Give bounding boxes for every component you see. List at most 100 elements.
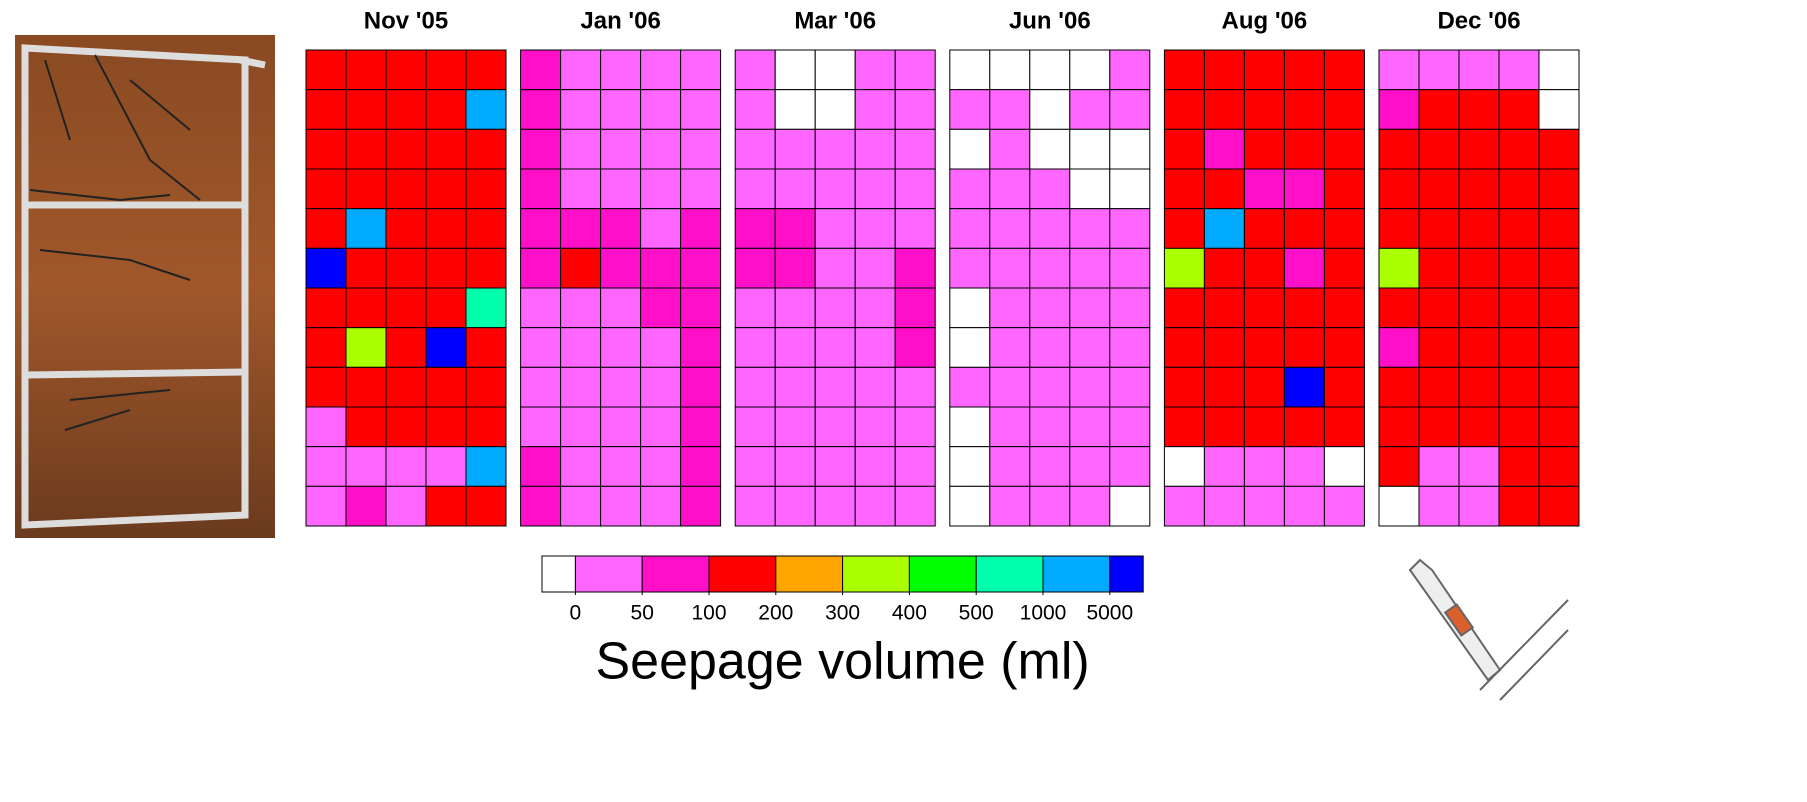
cell xyxy=(855,248,895,288)
cell xyxy=(1164,169,1204,209)
cell xyxy=(601,328,641,368)
cell xyxy=(561,288,601,328)
cell xyxy=(1284,248,1324,288)
cell xyxy=(1110,367,1150,407)
cell xyxy=(306,486,346,526)
cell xyxy=(386,129,426,169)
cell xyxy=(346,248,386,288)
cell xyxy=(1419,209,1459,249)
cell xyxy=(1499,328,1539,368)
cell xyxy=(561,129,601,169)
cell xyxy=(1419,447,1459,487)
cell xyxy=(1204,407,1244,447)
cell xyxy=(306,50,346,90)
cell xyxy=(775,486,815,526)
cell xyxy=(1539,169,1579,209)
cell xyxy=(735,447,775,487)
cell xyxy=(346,90,386,130)
cell xyxy=(681,50,721,90)
cell xyxy=(735,367,775,407)
cell xyxy=(1499,447,1539,487)
colorbar-tick-label: 1000 xyxy=(1020,602,1067,625)
cell xyxy=(1204,367,1244,407)
cell xyxy=(561,328,601,368)
cell xyxy=(855,90,895,130)
cell xyxy=(466,288,506,328)
cell xyxy=(466,486,506,526)
cell xyxy=(855,288,895,328)
cell xyxy=(1459,447,1499,487)
panel-title: Aug '06 xyxy=(1222,7,1308,34)
cell xyxy=(561,447,601,487)
cell xyxy=(521,407,561,447)
cell xyxy=(990,248,1030,288)
cell xyxy=(735,248,775,288)
cell xyxy=(386,486,426,526)
cell xyxy=(815,50,855,90)
cell xyxy=(1499,288,1539,328)
cell xyxy=(426,129,466,169)
colorbar-bin xyxy=(575,556,642,592)
cell xyxy=(561,169,601,209)
cell xyxy=(775,367,815,407)
cell xyxy=(950,486,990,526)
cell xyxy=(1459,367,1499,407)
cell xyxy=(1379,50,1419,90)
cell xyxy=(601,248,641,288)
colorbar-tick-label: 5000 xyxy=(1086,602,1133,625)
cell xyxy=(990,328,1030,368)
cell xyxy=(1244,209,1284,249)
cell xyxy=(1379,367,1419,407)
cell xyxy=(346,129,386,169)
cell xyxy=(1030,367,1070,407)
cell xyxy=(641,209,681,249)
colorbar-label: Seepage volume (ml) xyxy=(595,633,1089,691)
cell xyxy=(855,50,895,90)
cell xyxy=(1419,288,1459,328)
cell xyxy=(1419,129,1459,169)
colorbar-tick-label: 50 xyxy=(631,602,654,625)
cell xyxy=(1244,367,1284,407)
cell xyxy=(1164,328,1204,368)
cell xyxy=(895,169,935,209)
cell xyxy=(601,169,641,209)
cell xyxy=(815,447,855,487)
cell xyxy=(1030,407,1070,447)
cell xyxy=(641,367,681,407)
colorbar-bin xyxy=(542,556,575,592)
cell xyxy=(1110,486,1150,526)
cell xyxy=(1284,328,1324,368)
cell xyxy=(1419,328,1459,368)
cell xyxy=(1459,248,1499,288)
cell xyxy=(1244,288,1284,328)
cell xyxy=(601,129,641,169)
cell xyxy=(386,209,426,249)
cell xyxy=(815,486,855,526)
cell xyxy=(1164,129,1204,169)
cell xyxy=(346,288,386,328)
colorbar-tick-label: 100 xyxy=(691,602,726,625)
cell xyxy=(1164,288,1204,328)
page: {"chart_data": {"type": "heatmap", "pane… xyxy=(0,0,1807,802)
cell xyxy=(1459,328,1499,368)
cell xyxy=(1419,486,1459,526)
photo-background xyxy=(15,35,275,538)
cell xyxy=(681,486,721,526)
cell xyxy=(1459,288,1499,328)
cell xyxy=(1499,486,1539,526)
cell xyxy=(426,288,466,328)
cell xyxy=(1070,129,1110,169)
cell xyxy=(950,248,990,288)
cell xyxy=(1379,248,1419,288)
cell xyxy=(346,169,386,209)
cell xyxy=(346,50,386,90)
cell xyxy=(1539,328,1579,368)
cell xyxy=(1284,288,1324,328)
cell xyxy=(735,486,775,526)
cell xyxy=(950,288,990,328)
cell xyxy=(950,90,990,130)
cell xyxy=(735,407,775,447)
cell xyxy=(521,328,561,368)
cell xyxy=(815,90,855,130)
cell xyxy=(1110,209,1150,249)
